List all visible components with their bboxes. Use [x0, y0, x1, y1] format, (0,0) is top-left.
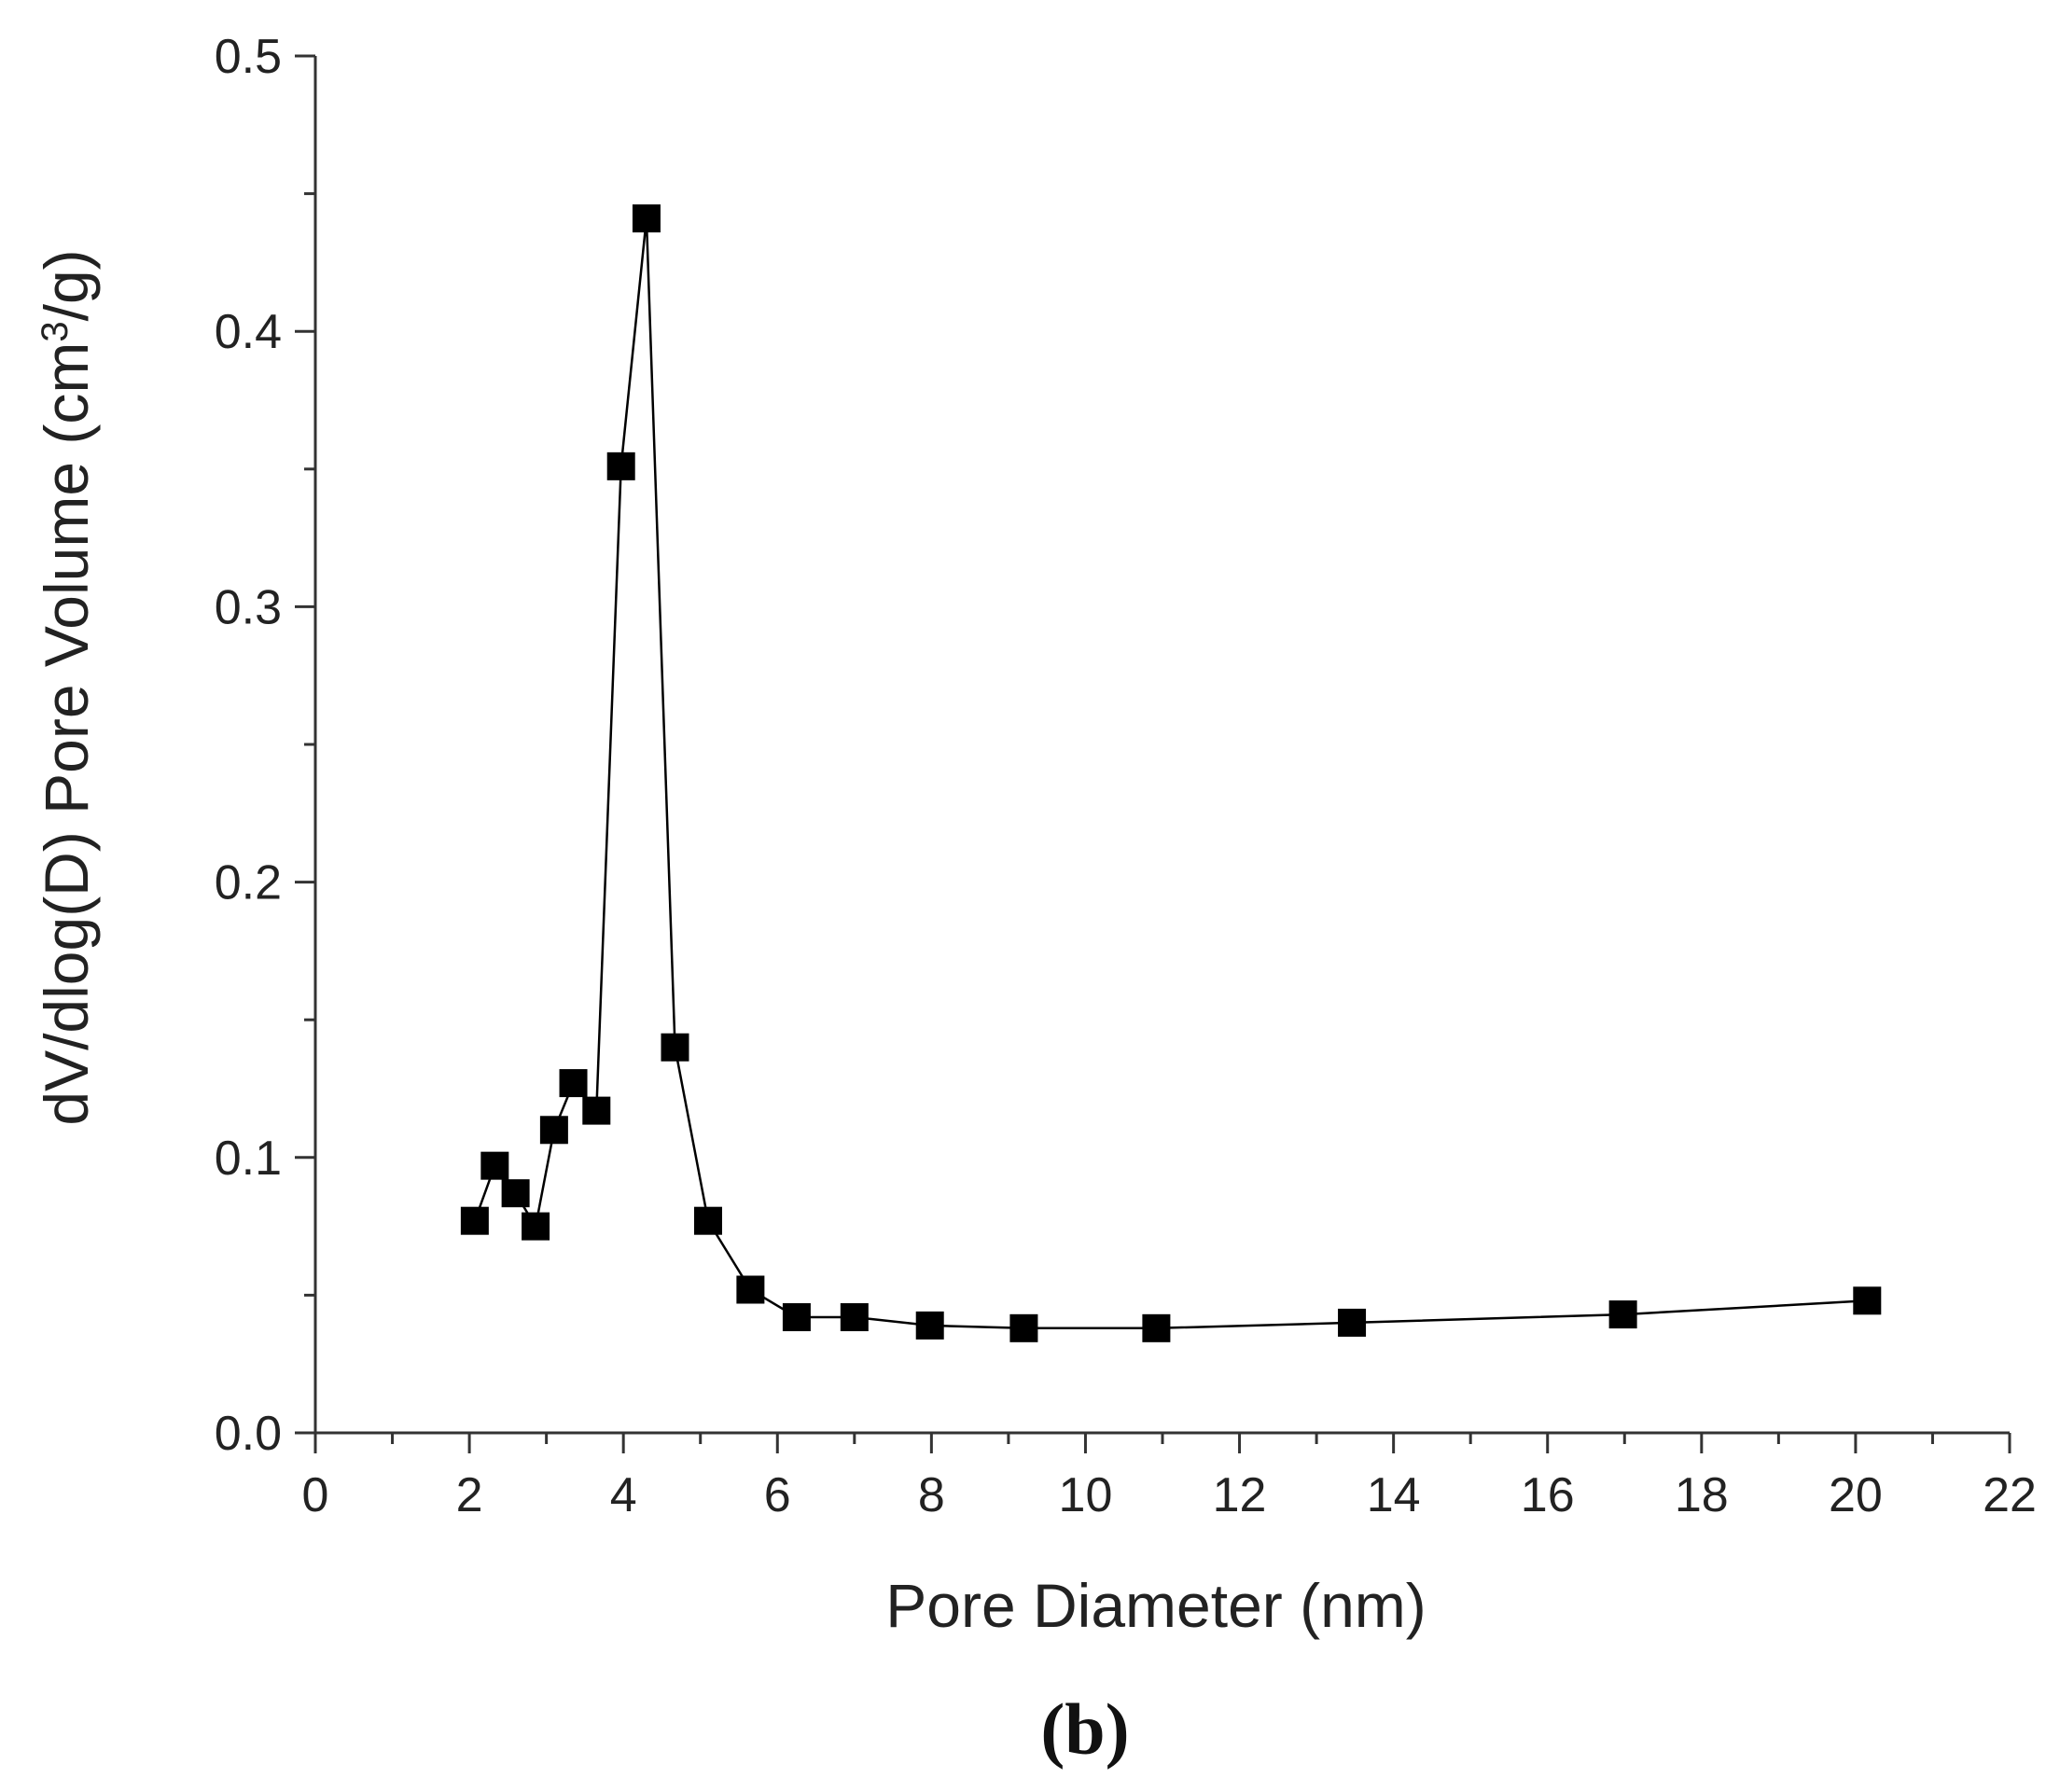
y-axis-tick-labels: 0.0 0.1 0.2 0.3 0.4 0.5 [215, 30, 282, 1461]
x-tick-label: 10 [1059, 1468, 1113, 1522]
axes [313, 56, 2010, 1435]
data-point [1608, 1300, 1637, 1329]
x-tick-label: 6 [764, 1468, 791, 1522]
y-tick-label: 0.0 [215, 1407, 282, 1461]
data-point [1338, 1308, 1367, 1337]
data-point [606, 451, 635, 480]
x-axis-ticks [313, 1433, 2011, 1453]
series-markers [460, 204, 1882, 1342]
plot-area [460, 204, 1882, 1342]
panel-label: (b) [1040, 1688, 1129, 1770]
x-tick-label: 2 [456, 1468, 483, 1522]
data-point [1853, 1286, 1882, 1315]
y-tick-label: 0.3 [215, 580, 282, 634]
data-point [582, 1096, 611, 1125]
data-point [736, 1275, 765, 1304]
x-tick-label: 22 [1983, 1468, 2037, 1522]
y-axis-title-superscript: 3 [35, 321, 76, 341]
data-point [782, 1303, 811, 1332]
data-point [632, 204, 661, 233]
x-tick-label: 20 [1829, 1468, 1883, 1522]
data-point [661, 1033, 689, 1062]
data-point [460, 1206, 489, 1235]
y-tick-label: 0.4 [215, 305, 282, 359]
x-axis-title: Pore Diameter (nm) [885, 1571, 1426, 1640]
x-tick-label: 18 [1675, 1468, 1729, 1522]
y-tick-label: 0.5 [215, 30, 282, 84]
data-point [840, 1303, 869, 1332]
x-tick-label: 8 [918, 1468, 945, 1522]
data-point [1142, 1313, 1171, 1342]
x-tick-label: 14 [1367, 1468, 1421, 1522]
data-point [693, 1206, 722, 1235]
data-point [539, 1116, 568, 1145]
y-axis-title: dV/dlog(D) Pore Volume (cm3/g) [32, 249, 101, 1125]
data-point [480, 1151, 509, 1180]
data-point [1009, 1313, 1038, 1342]
data-point [559, 1069, 588, 1098]
x-tick-label: 16 [1521, 1468, 1575, 1522]
x-tick-label: 12 [1213, 1468, 1267, 1522]
y-axis-ticks [295, 54, 315, 1435]
y-axis-title-end: /g) [32, 249, 101, 321]
x-axis-tick-labels: 0 2 4 6 8 10 12 14 16 18 20 22 [302, 1468, 2037, 1522]
data-point [501, 1179, 530, 1208]
data-point [915, 1311, 944, 1340]
data-point [522, 1212, 550, 1241]
y-tick-label: 0.2 [215, 856, 282, 910]
x-tick-label: 0 [302, 1468, 329, 1522]
y-axis-title-main: dV/dlog(D) Pore Volume (cm [32, 342, 101, 1126]
y-tick-label: 0.1 [215, 1132, 282, 1186]
series-line [473, 218, 1868, 1330]
x-tick-label: 4 [610, 1468, 637, 1522]
